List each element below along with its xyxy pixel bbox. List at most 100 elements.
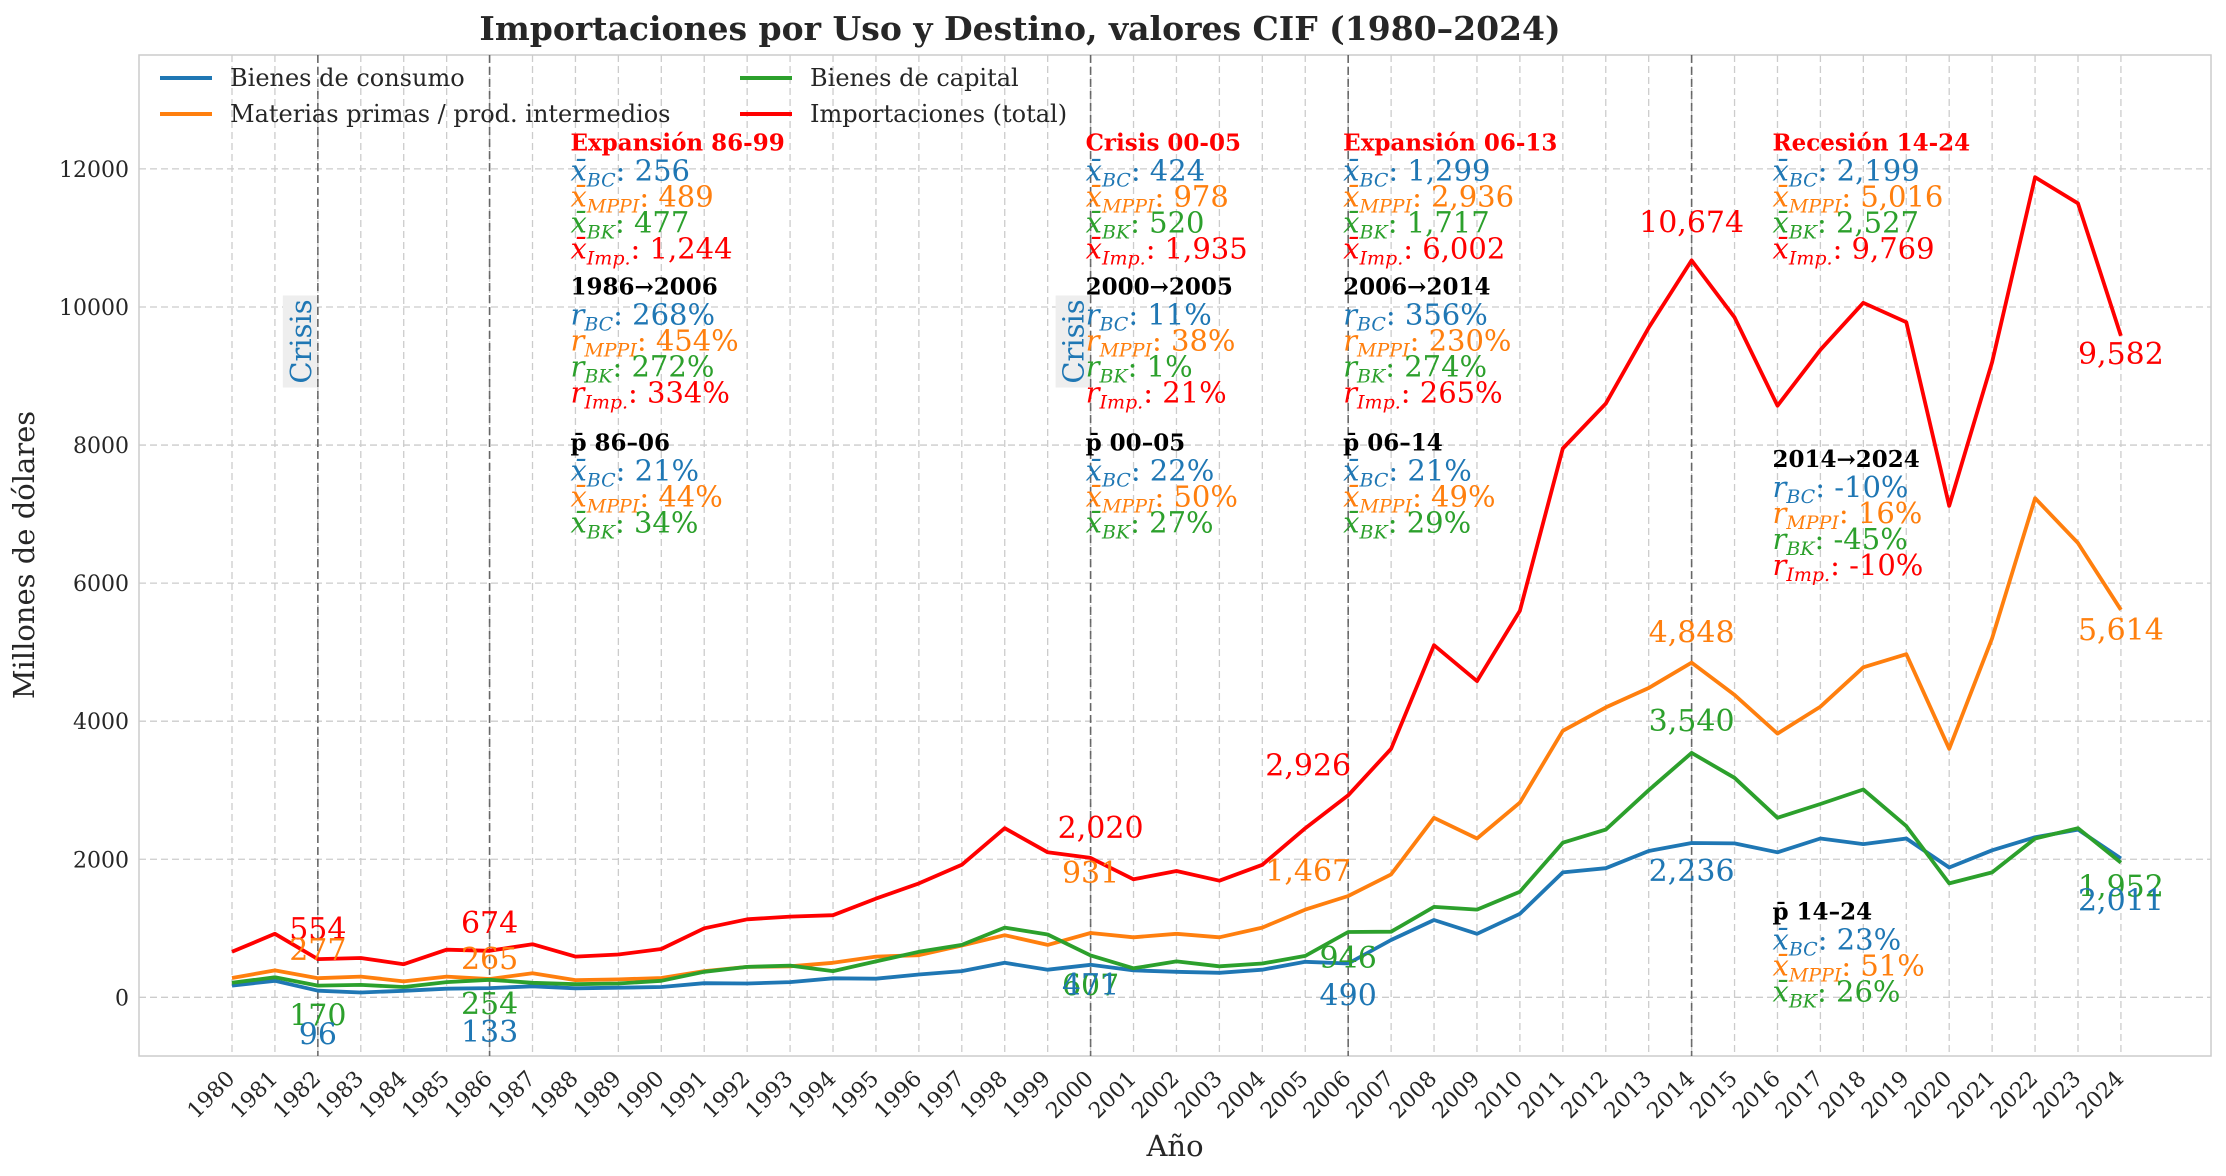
annotation-line: p̄ 00–05 [1086, 430, 1186, 457]
point-label-mp-2000: 931 [1062, 856, 1119, 891]
crisis-label-bg [1055, 295, 1090, 388]
point-label-mp-2024: 5,614 [2078, 613, 2164, 648]
chart-title: Importaciones por Uso y Destino, valores… [479, 9, 1560, 48]
annotation-line: x̄MPPI: 2,936 [1343, 179, 1514, 217]
annotation-line: 2000→2005 [1086, 274, 1233, 301]
point-label-tot-1982: 554 [289, 912, 346, 947]
point-label-tot-2006: 2,926 [1265, 748, 1351, 783]
annotation-line: rBC: 356% [1343, 298, 1488, 336]
annotation-line: rImp.: 21% [1086, 376, 1227, 414]
annotation-line: rMPPI: 38% [1086, 324, 1236, 362]
point-label-bc-1982: 96 [299, 1018, 337, 1053]
annotation-line: x̄BC: 23% [1772, 922, 1901, 960]
annotation-line: x̄MPPI: 978 [1086, 179, 1229, 217]
annotation-line: x̄MPPI: 51% [1772, 948, 1924, 986]
series-line-tot [231, 175, 2123, 967]
point-label-bc-2014: 2,236 [1649, 854, 1735, 889]
y-tick-label: 4000 [73, 710, 129, 735]
annotation-line: rBK: -45% [1772, 522, 1907, 560]
annotation-line: x̄MPPI: 489 [570, 179, 713, 217]
annotation-line: x̄BC: 21% [1343, 454, 1472, 492]
annotation-line: x̄BK: 2,527 [1772, 205, 1919, 243]
point-label-mp-1982: 277 [289, 933, 346, 968]
annotation-line: x̄BC: 22% [1086, 454, 1215, 492]
y-tick-label: 6000 [73, 572, 129, 597]
annotation-line: x̄BK: 520 [1086, 205, 1205, 243]
point-label-mp-2006: 1,467 [1265, 854, 1351, 889]
annotation-line: rImp.: -10% [1772, 548, 1923, 586]
legend-label-mp: Materias primas / prod. intermedios [230, 100, 671, 128]
annotation-line: x̄BC: 2,199 [1772, 153, 1919, 191]
series-line-mp [231, 496, 2123, 984]
y-tick-label: 8000 [73, 434, 129, 459]
point-label-tot-2000: 2,020 [1058, 811, 1144, 846]
point-label-bk-2014: 3,540 [1649, 704, 1735, 739]
y-gridlines [139, 168, 2211, 998]
y-axis-label: Millones de dólares [7, 411, 41, 699]
point-label-bc-1986: 133 [461, 1015, 518, 1050]
legend-label-bc: Bienes de consumo [230, 64, 465, 92]
y-tick-label: 10000 [59, 296, 129, 321]
annotation-line: x̄Imp.: 1,935 [1086, 231, 1248, 269]
point-label-bk-2024: 1,952 [2078, 870, 2164, 905]
annotation-line: p̄ 14–24 [1772, 898, 1872, 925]
annotation-block: p̄ 14–24x̄BC: 23%x̄MPPI: 51%x̄BK: 26% [1772, 898, 1924, 1012]
crisis-label-bg [282, 295, 317, 388]
series-lines [231, 175, 2123, 995]
annotation-line: rMPPI: 16% [1772, 496, 1922, 534]
annotation-line: Expansión 86-99 [570, 129, 784, 156]
annotation-line: rBC: 11% [1086, 298, 1212, 336]
annotation-line: x̄BC: 256 [570, 153, 690, 191]
point-label-bk-2000: 607 [1062, 968, 1119, 1003]
annotation-line: x̄MPPI: 5,016 [1772, 179, 1943, 217]
annotation-line: x̄BK: 29% [1343, 506, 1471, 544]
annotation-line: x̄Imp.: 1,244 [570, 231, 732, 269]
annotation-line: rBC: -10% [1772, 470, 1908, 508]
y-tick-label: 12000 [59, 158, 129, 183]
annotation-line: x̄BC: 424 [1086, 153, 1206, 191]
annotation-line: rImp.: 265% [1343, 376, 1503, 414]
annotation-line: x̄MPPI: 49% [1343, 480, 1495, 518]
series-line-bk [231, 751, 2123, 989]
annotation-line: p̄ 86–06 [570, 430, 670, 457]
annotation-line: rBK: 274% [1343, 350, 1487, 388]
annotation-line: x̄BK: 26% [1772, 974, 1900, 1012]
annotation-line: x̄BK: 1,717 [1343, 205, 1490, 243]
annotation-line: 2006→2014 [1343, 274, 1490, 301]
y-tick-label: 2000 [73, 848, 129, 873]
legend-label-bk: Bienes de capital [810, 64, 1019, 92]
point-label-bk-1982: 170 [289, 999, 346, 1034]
annotation-line: rMPPI: 230% [1343, 324, 1511, 362]
annotation-line: rBK: 272% [570, 350, 714, 388]
annotation-line: x̄BC: 21% [570, 454, 699, 492]
crisis-label: Crisis [1057, 299, 1091, 383]
annotation-line: Recesión 14-24 [1772, 129, 1970, 156]
series-line-bc [231, 827, 2122, 995]
annotation-line: rBK: 1% [1086, 350, 1193, 388]
annotation-block: p̄ 86–06x̄BC: 21%x̄MPPI: 44%x̄BK: 34% [570, 430, 722, 544]
annotation-line: rBC: 268% [570, 298, 715, 336]
annotation-line: x̄MPPI: 44% [570, 480, 722, 518]
point-label-tot-2024: 9,582 [2078, 337, 2164, 372]
point-label-tot-2014: 10,674 [1639, 205, 1744, 240]
annotation-line: Crisis 00-05 [1086, 129, 1241, 156]
annotation-line: 2014→2024 [1772, 446, 1919, 473]
y-axis-ticks: 0 2000 4000 6000 8000 10000 12000 [59, 158, 129, 1011]
y-tick-label: 0 [115, 986, 129, 1011]
annotation-block: p̄ 06–14x̄BC: 21%x̄MPPI: 49%x̄BK: 29% [1343, 430, 1495, 544]
annotation-line: x̄MPPI: 50% [1086, 480, 1238, 518]
x-gridlines [231, 55, 2122, 1056]
annotation-line: 1986→2006 [570, 274, 717, 301]
crisis-label: Crisis [284, 299, 318, 383]
point-label-mp-2014: 4,848 [1649, 616, 1735, 651]
